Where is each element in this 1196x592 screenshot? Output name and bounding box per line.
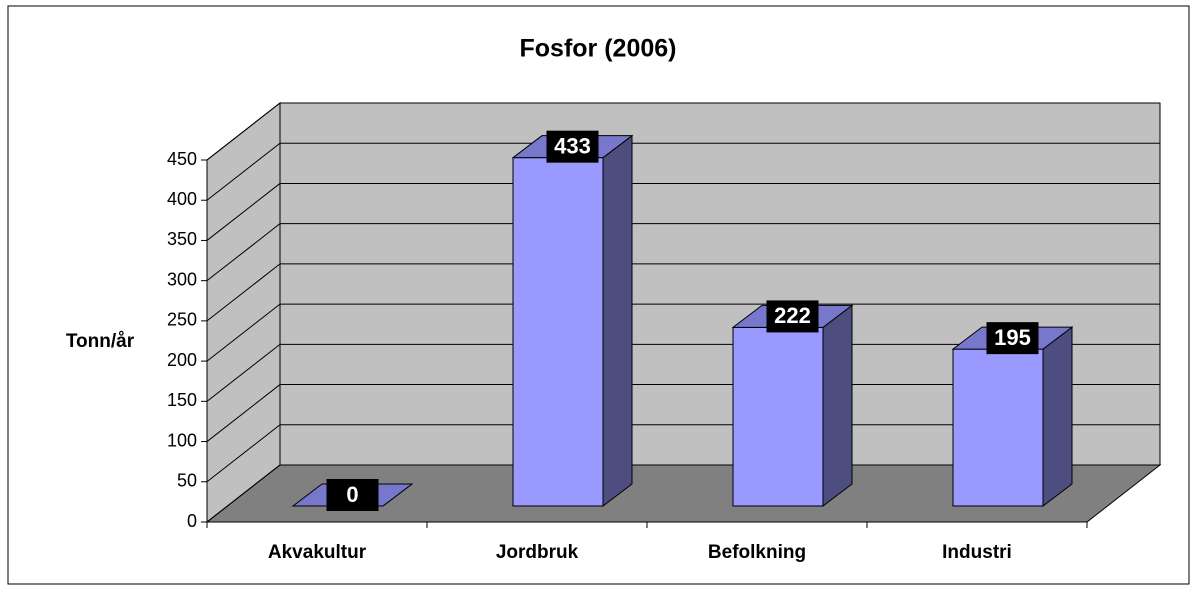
y-tick-label: 100 <box>167 430 197 450</box>
grid-line <box>206 142 281 201</box>
bar-side <box>1042 326 1073 508</box>
value-label-box <box>986 322 1039 355</box>
value-label-box <box>766 300 819 333</box>
y-tick-label: 350 <box>167 229 197 249</box>
grid-line <box>206 223 281 282</box>
x-tick-label: Akvakultur <box>268 542 367 563</box>
value-label-box <box>546 130 599 163</box>
value-label-box <box>326 479 379 511</box>
grid-line <box>206 424 281 483</box>
grid-line <box>206 263 281 322</box>
grid-line <box>206 343 281 402</box>
x-tick-label: Jordbruk <box>496 542 579 563</box>
grid-line <box>206 303 281 362</box>
grid-line <box>206 464 281 523</box>
bar-side <box>822 304 853 508</box>
y-tick-label: 150 <box>167 390 197 410</box>
y-tick-label: 250 <box>167 310 197 330</box>
y-axis-label: Tonn/år <box>66 331 135 352</box>
x-tick-label: Industri <box>942 542 1012 563</box>
bar <box>512 157 604 507</box>
y-tick-label: 200 <box>167 350 197 370</box>
y-tick-label: 450 <box>167 149 197 169</box>
y-tick-label: 400 <box>167 189 197 209</box>
value-label: 0 <box>346 482 358 507</box>
chart-title: Fosfor (2006) <box>520 35 677 63</box>
value-label: 433 <box>554 133 591 158</box>
grid-line <box>206 102 281 161</box>
bar-side <box>602 134 633 508</box>
y-tick-label: 0 <box>187 511 197 531</box>
value-label: 195 <box>994 325 1031 350</box>
y-tick-label: 50 <box>177 471 197 491</box>
y-tick-label: 300 <box>167 269 197 289</box>
bar <box>732 326 824 507</box>
grid-line <box>206 183 281 241</box>
value-label: 222 <box>774 303 811 328</box>
grid-line <box>206 384 281 442</box>
x-tick-label: Befolkning <box>708 542 806 563</box>
bar <box>952 348 1044 507</box>
